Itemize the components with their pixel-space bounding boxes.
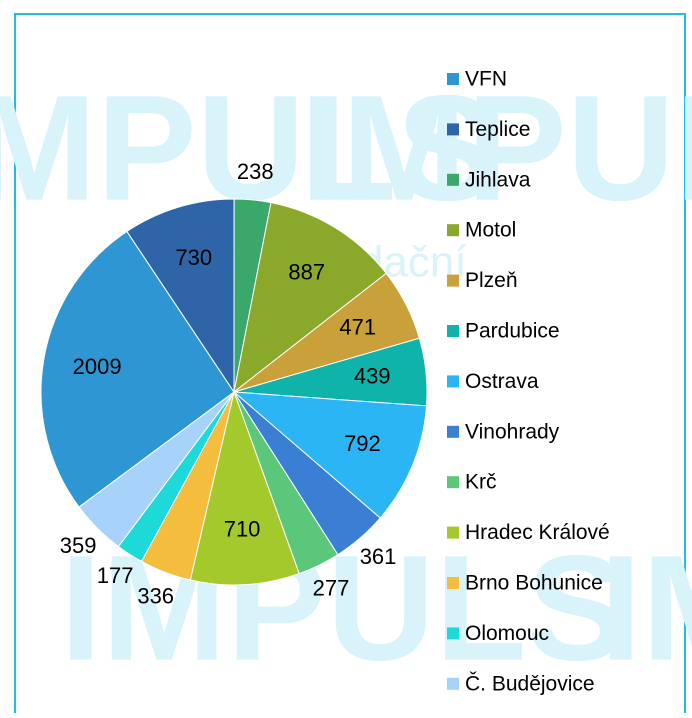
legend-swatch <box>447 274 459 287</box>
data-label: 238 <box>237 159 274 184</box>
legend-swatch <box>447 224 459 237</box>
legend-swatch <box>447 425 459 438</box>
slice <box>189 390 300 586</box>
legend-swatch <box>447 73 459 85</box>
legend-swatch <box>447 526 459 539</box>
watermark-brand: IMPULS <box>600 524 692 692</box>
data-label: 277 <box>313 575 350 600</box>
data-label: 177 <box>97 563 134 588</box>
legend-label: Pardubice <box>465 320 560 343</box>
legend-label: Hradec Králové <box>465 521 610 544</box>
legend-label: Jihlava <box>465 168 531 191</box>
data-label: 2009 <box>73 354 122 379</box>
legend-swatch <box>447 577 459 589</box>
slice <box>126 198 235 394</box>
watermark-brand: IMPULS <box>300 64 692 232</box>
data-label: 887 <box>288 259 325 284</box>
legend-label: Krč <box>465 471 497 494</box>
data-label: 361 <box>360 544 397 569</box>
slice <box>233 201 387 394</box>
legend-swatch <box>447 677 459 690</box>
data-label: 439 <box>354 363 391 388</box>
legend-label: VFN <box>465 68 507 91</box>
legend-label: Plzeň <box>465 269 518 292</box>
legend: VFN Teplice Jihlava Motol Plzeň Pardubice Ostr… <box>447 68 610 695</box>
legend-swatch <box>447 325 459 337</box>
data-label: 336 <box>137 583 174 608</box>
legend-swatch <box>447 375 459 388</box>
legend-swatch <box>447 627 459 640</box>
legend-label: Vinohrady <box>465 420 560 443</box>
data-label: 730 <box>175 245 212 270</box>
legend-label: Č. Budějovice <box>465 672 595 695</box>
legend-label: Brno Bohunice <box>465 572 603 595</box>
legend-swatch <box>447 476 459 489</box>
legend-label: Motol <box>465 219 516 242</box>
slice <box>232 391 428 519</box>
legend-swatch <box>447 123 459 136</box>
legend-label: Teplice <box>465 118 530 141</box>
slice <box>40 230 235 508</box>
legend-swatch <box>447 173 459 186</box>
data-label: 792 <box>344 431 381 456</box>
slice <box>78 391 235 548</box>
legend-label: Ostrava <box>465 370 539 393</box>
data-label: 359 <box>60 533 97 558</box>
data-label: 471 <box>339 315 376 340</box>
data-label: 710 <box>224 517 261 542</box>
legend-label: Olomouc <box>465 622 549 645</box>
